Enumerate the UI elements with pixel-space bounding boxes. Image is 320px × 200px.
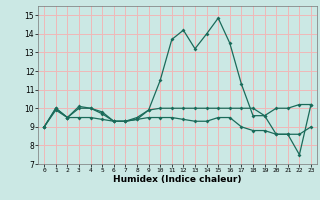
X-axis label: Humidex (Indice chaleur): Humidex (Indice chaleur) [113, 175, 242, 184]
